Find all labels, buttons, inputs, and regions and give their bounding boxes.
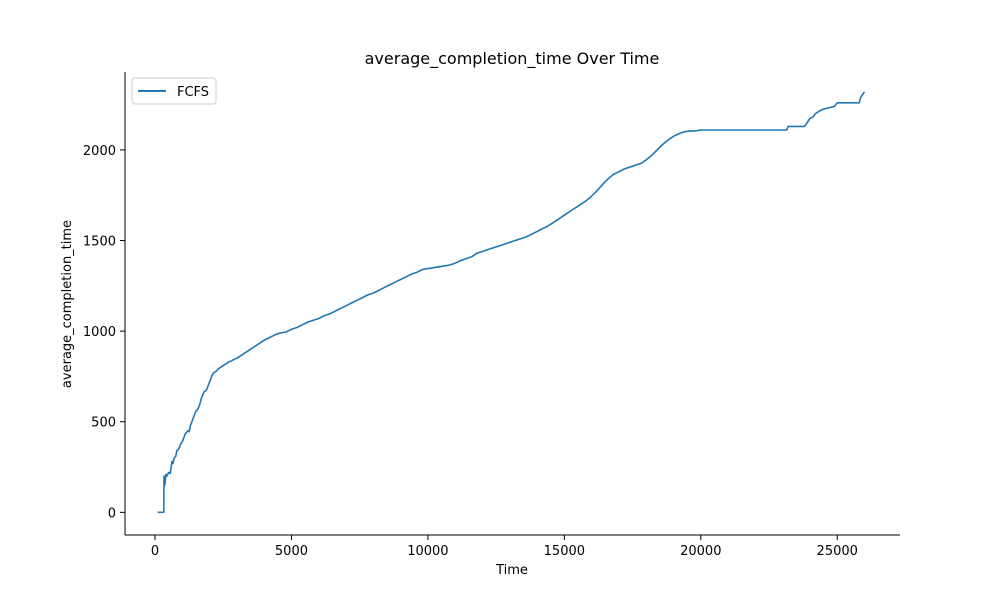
x-axis-label: Time [495, 563, 528, 578]
legend-label-fcfs: FCFS [177, 85, 209, 100]
y-ticks: 0 500 1000 1500 2000 [83, 144, 125, 521]
y-tick-label: 500 [91, 416, 116, 431]
y-tick-label: 2000 [83, 144, 116, 159]
series-layer [157, 91, 866, 514]
y-tick-label: 1500 [83, 235, 116, 250]
x-tick-label: 0 [151, 544, 159, 559]
y-tick-label: 1000 [83, 325, 116, 340]
x-tick-label: 5000 [275, 544, 308, 559]
legend-box [131, 77, 217, 105]
y-axis-label: average_completion_time [60, 220, 75, 388]
series-line-fcfs [157, 91, 866, 514]
legend: FCFS [131, 77, 217, 105]
x-tick-label: 20000 [680, 544, 721, 559]
chart-title: average_completion_time Over Time [365, 49, 660, 69]
x-tick-label: 15000 [544, 544, 585, 559]
x-ticks: 0 5000 10000 15000 20000 25000 [151, 535, 858, 559]
x-tick-label: 10000 [407, 544, 448, 559]
axes [124, 72, 900, 536]
y-tick-label: 0 [108, 506, 116, 521]
x-tick-label: 25000 [817, 544, 858, 559]
